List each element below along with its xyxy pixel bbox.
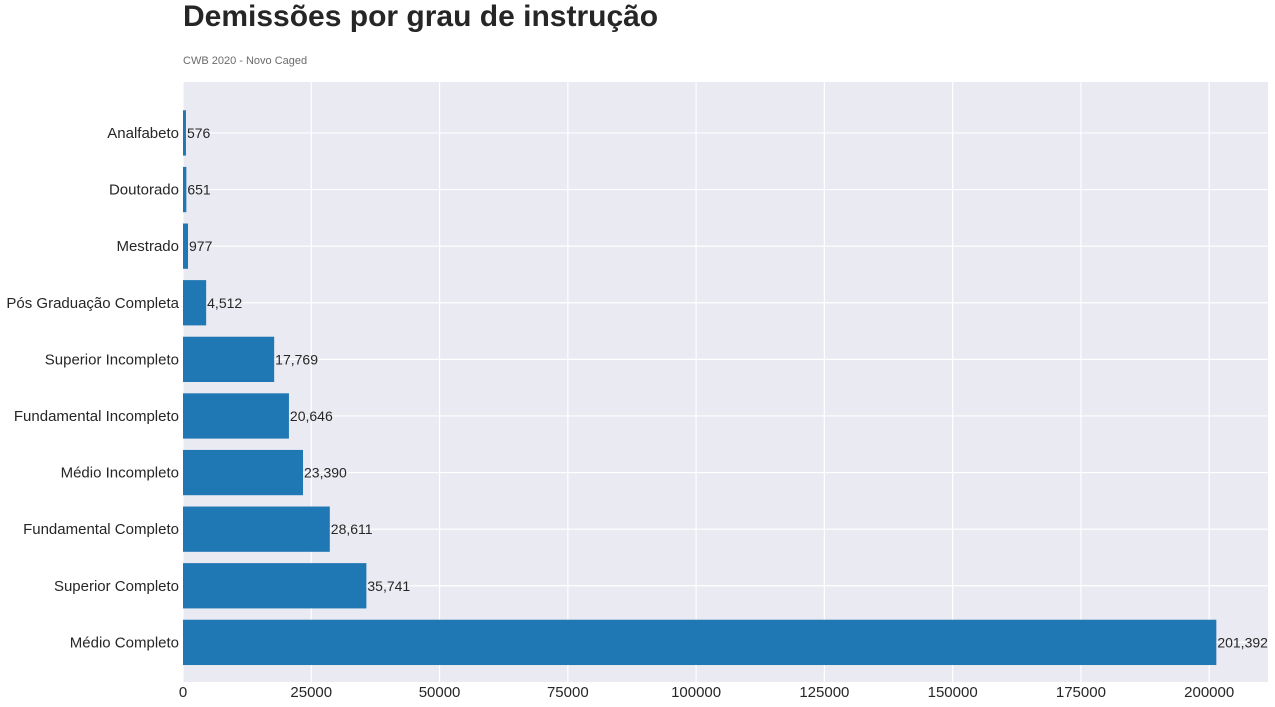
bars xyxy=(183,110,1217,666)
bar xyxy=(183,110,186,156)
bar xyxy=(183,223,189,269)
value-label: 17,769 xyxy=(275,351,318,367)
x-tick-label: 150000 xyxy=(928,684,978,701)
category-label: Superior Completo xyxy=(54,578,179,595)
value-label: 20,646 xyxy=(290,408,333,424)
value-label: 201,392 xyxy=(1217,634,1268,650)
category-label: Doutorado xyxy=(109,182,179,199)
chart-title: Demissões por grau de instrução xyxy=(183,0,659,33)
category-label: Médio Completo xyxy=(70,634,179,651)
x-tick-label: 125000 xyxy=(799,684,849,701)
category-label: Superior Incompleto xyxy=(45,351,179,368)
x-tick-label: 25000 xyxy=(290,684,332,701)
category-labels: Analfabeto Doutorado Mestrado Pós Graduação… xyxy=(6,125,179,651)
x-tick-label: 75000 xyxy=(547,684,589,701)
bar xyxy=(183,336,275,382)
bar xyxy=(183,619,1217,666)
value-label: 4,512 xyxy=(207,295,242,311)
x-tick-label: 100000 xyxy=(671,684,721,701)
x-axis-ticks: 0 25000 50000 75000 100000 125000 150000 175000… xyxy=(179,684,1234,701)
x-tick-label: 50000 xyxy=(419,684,461,701)
x-gridlines xyxy=(182,82,1210,682)
x-tick-label: 175000 xyxy=(1056,684,1106,701)
value-label: 651 xyxy=(187,182,211,198)
value-label: 576 xyxy=(187,125,211,141)
value-label: 23,390 xyxy=(304,465,347,481)
chart-subtitle: CWB 2020 - Novo Caged xyxy=(183,55,308,67)
category-label: Fundamental Completo xyxy=(23,521,179,538)
category-label: Fundamental Incompleto xyxy=(14,408,179,425)
value-label: 28,611 xyxy=(331,521,373,537)
bar xyxy=(183,280,207,326)
bar xyxy=(183,166,187,213)
category-label: Mestrado xyxy=(116,238,179,255)
value-labels: 576 651 977 4,512 17,769 20,646 23,390 28,611 35… xyxy=(187,125,1268,650)
bar xyxy=(183,449,304,496)
bar xyxy=(183,506,330,552)
bar xyxy=(183,563,367,609)
value-label: 977 xyxy=(189,238,213,254)
value-label: 35,741 xyxy=(367,578,410,594)
x-tick-label: 0 xyxy=(179,684,187,701)
category-label: Analfabeto xyxy=(107,125,179,142)
bar xyxy=(183,393,289,439)
x-tick-label: 200000 xyxy=(1184,684,1234,701)
category-label: Pós Graduação Completa xyxy=(6,295,179,312)
category-label: Médio Incompleto xyxy=(61,465,179,482)
